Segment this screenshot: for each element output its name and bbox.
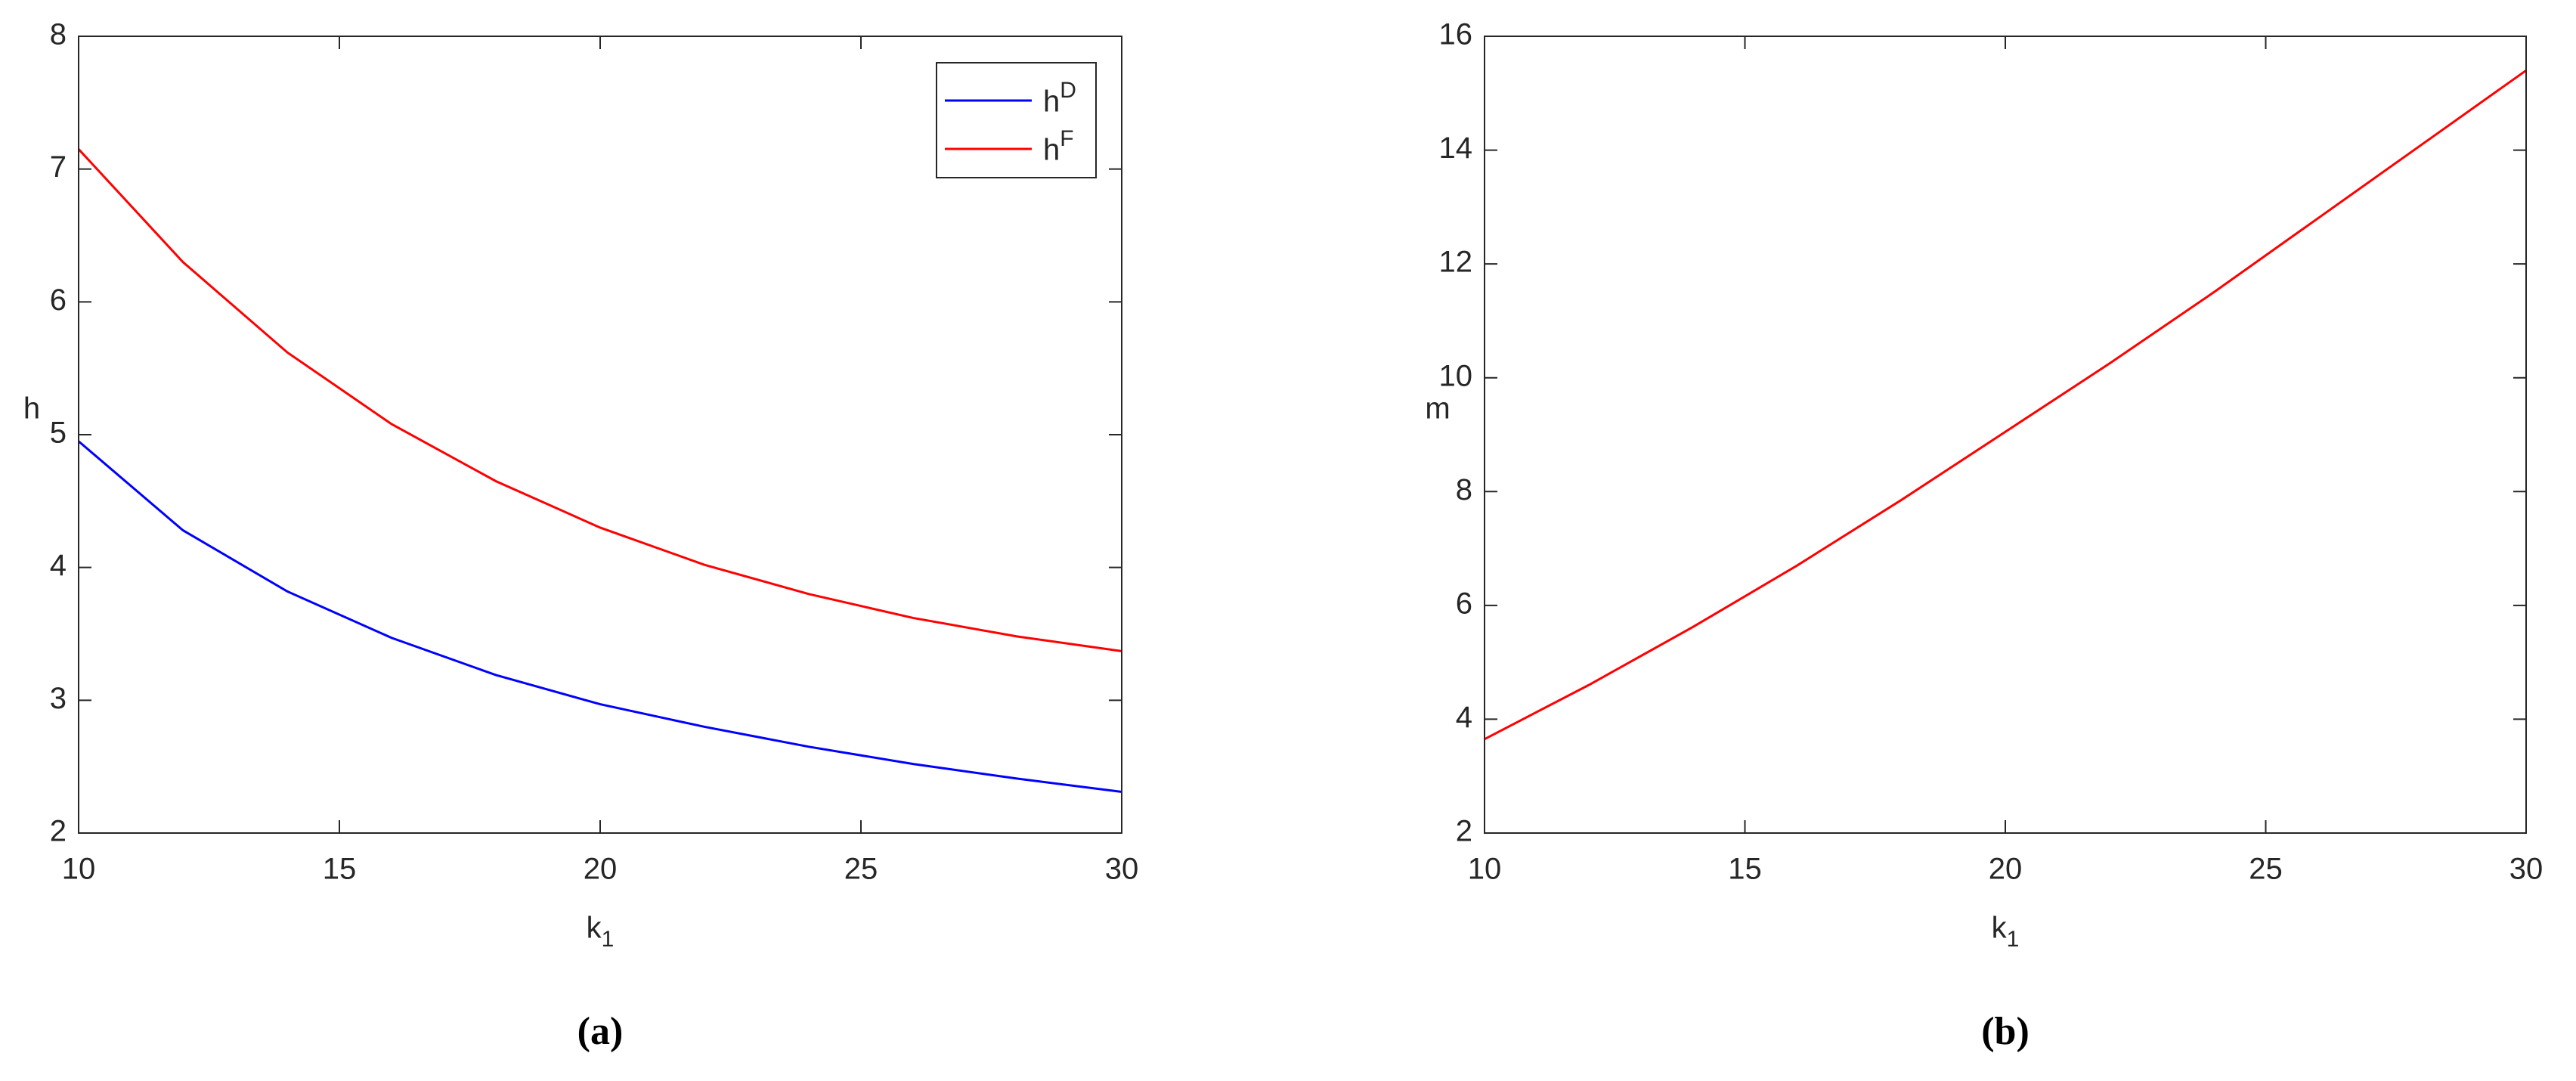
x-tick-label: 10 (62, 853, 96, 886)
data-line (77, 148, 1122, 652)
y-tick-label: 8 (50, 18, 67, 51)
data-line (1484, 69, 2527, 741)
y-tick-label: 6 (1456, 587, 1472, 620)
y-tick-label: 14 (1439, 132, 1473, 165)
y-tick-label: 4 (1456, 701, 1472, 734)
y-tick-label: 8 (1456, 473, 1472, 506)
x-tick-label: 25 (2249, 853, 2283, 886)
x-axis-label: k1​ (587, 912, 615, 952)
y-tick-label: 5 (50, 417, 67, 450)
y-tick-label: 3 (50, 682, 67, 715)
y-tick-label: 10 (1439, 359, 1473, 392)
x-tick-label: 15 (323, 853, 357, 886)
x-tick-label: 20 (584, 853, 618, 886)
x-tick-label: 30 (2509, 853, 2543, 886)
plot-area (1485, 36, 2526, 833)
legend-label: hF​ (1043, 126, 1074, 167)
y-tick-label: 12 (1439, 246, 1473, 279)
x-tick-label: 10 (1468, 853, 1502, 886)
axes-box (78, 36, 1122, 834)
data-line (78, 440, 1122, 794)
y-tick-label: 4 (50, 549, 67, 582)
x-tick-label: 20 (1989, 853, 2023, 886)
y-tick-label: 6 (50, 283, 67, 317)
y-tick-label: 16 (1439, 18, 1473, 51)
y-axis-label: m (1425, 392, 1450, 426)
panel-label: (b) (1981, 1010, 2030, 1053)
x-tick-label: 30 (1105, 853, 1139, 886)
x-tick-label: 15 (1728, 853, 1762, 886)
axes-box (1484, 36, 2527, 834)
y-tick-label: 2 (50, 815, 67, 848)
x-tick-label: 25 (844, 853, 878, 886)
panel-label: (a) (577, 1010, 624, 1053)
y-tick-label: 2 (1456, 815, 1472, 848)
y-axis-label: h (23, 392, 40, 426)
x-axis-label: k1​ (1992, 912, 2020, 952)
legend-box (936, 62, 1097, 178)
legend-label: hD​ (1043, 78, 1076, 119)
y-tick-label: 7 (50, 150, 67, 184)
